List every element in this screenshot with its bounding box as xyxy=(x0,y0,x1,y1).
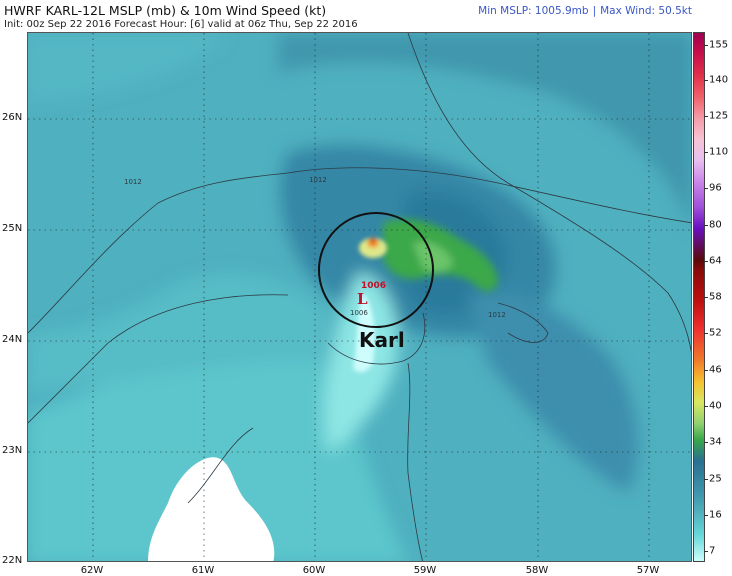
lon-label: 61W xyxy=(191,565,215,576)
colorbar-tick: 58 xyxy=(709,291,722,303)
storm-circle xyxy=(318,212,434,328)
isobars xyxy=(28,33,691,561)
low-center-symbol: L xyxy=(357,290,368,308)
colorbar-mark xyxy=(704,225,708,226)
lon-label: 59W xyxy=(413,565,437,576)
colorbar-mark xyxy=(704,116,708,117)
lon-label: 60W xyxy=(302,565,326,576)
stats-separator: | xyxy=(592,5,597,17)
forecast-info: Init: 00z Sep 22 2016 Forecast Hour: [6]… xyxy=(4,19,358,30)
colorbar-mark xyxy=(704,551,708,552)
storm-name-label: Karl xyxy=(359,328,405,352)
isobar-label: 1012 xyxy=(309,176,327,184)
colorbar-tick: 34 xyxy=(709,436,722,448)
colorbar-mark xyxy=(704,261,708,262)
lat-label: 26N xyxy=(2,112,23,123)
colorbar-tick: 125 xyxy=(709,110,729,122)
isobar-label: 1006 xyxy=(350,309,368,317)
colorbar-mark xyxy=(704,80,708,81)
land-mass xyxy=(148,457,275,561)
colorbar-tick: 40 xyxy=(709,400,722,412)
colorbar-mark xyxy=(704,370,708,371)
green-wind-band xyxy=(383,218,498,292)
colorbar-tick: 52 xyxy=(709,327,722,339)
min-mslp-text: Min MSLP: 1005.9mb xyxy=(478,5,589,17)
colorbar-tick: 7 xyxy=(709,545,716,557)
colorbar-mark xyxy=(704,406,708,407)
colorbar-mark xyxy=(704,479,708,480)
colorbar-mark xyxy=(704,442,708,443)
isobar-label: 1012 xyxy=(488,311,506,319)
core-winds xyxy=(353,238,387,373)
lon-label: 58W xyxy=(525,565,549,576)
lon-label: 62W xyxy=(80,565,104,576)
colorbar-tick: 110 xyxy=(709,146,729,158)
colorbar-mark xyxy=(704,515,708,516)
colorbar-mark xyxy=(704,188,708,189)
colorbar-tick: 140 xyxy=(709,74,729,86)
colorbar-tick: 46 xyxy=(709,364,722,376)
colorbar-mark xyxy=(704,333,708,334)
isobar-label: 1012 xyxy=(124,178,142,186)
lat-label: 23N xyxy=(2,445,23,456)
max-wind-text: Max Wind: 50.5kt xyxy=(600,5,692,17)
low-pressure-value: 1006 xyxy=(361,281,386,291)
colorbar-tick: 16 xyxy=(709,509,722,521)
wind-speed-map: 1012 1012 1012 1006 1006 L Karl xyxy=(27,32,692,562)
colorbar-tick: 64 xyxy=(709,255,722,267)
colorbar-tick: 25 xyxy=(709,473,722,485)
lat-label: 24N xyxy=(2,334,23,345)
colorbar-tick: 155 xyxy=(709,39,729,51)
chart-title: HWRF KARL-12L MSLP (mb) & 10m Wind Speed… xyxy=(4,3,327,18)
colorbar-mark xyxy=(704,297,708,298)
colorbar-mark xyxy=(704,45,708,46)
colorbar-tick: 80 xyxy=(709,219,722,231)
colorbar-mark xyxy=(704,152,708,153)
colorbar-tick: 96 xyxy=(709,182,722,194)
storm-stats: Min MSLP: 1005.9mb | Max Wind: 50.5kt xyxy=(478,5,692,17)
map-canvas: 1012 1012 1012 1006 1006 L Karl xyxy=(28,33,691,561)
lon-label: 57W xyxy=(636,565,660,576)
lat-label: 25N xyxy=(2,223,23,234)
lat-label: 22N xyxy=(2,555,23,566)
